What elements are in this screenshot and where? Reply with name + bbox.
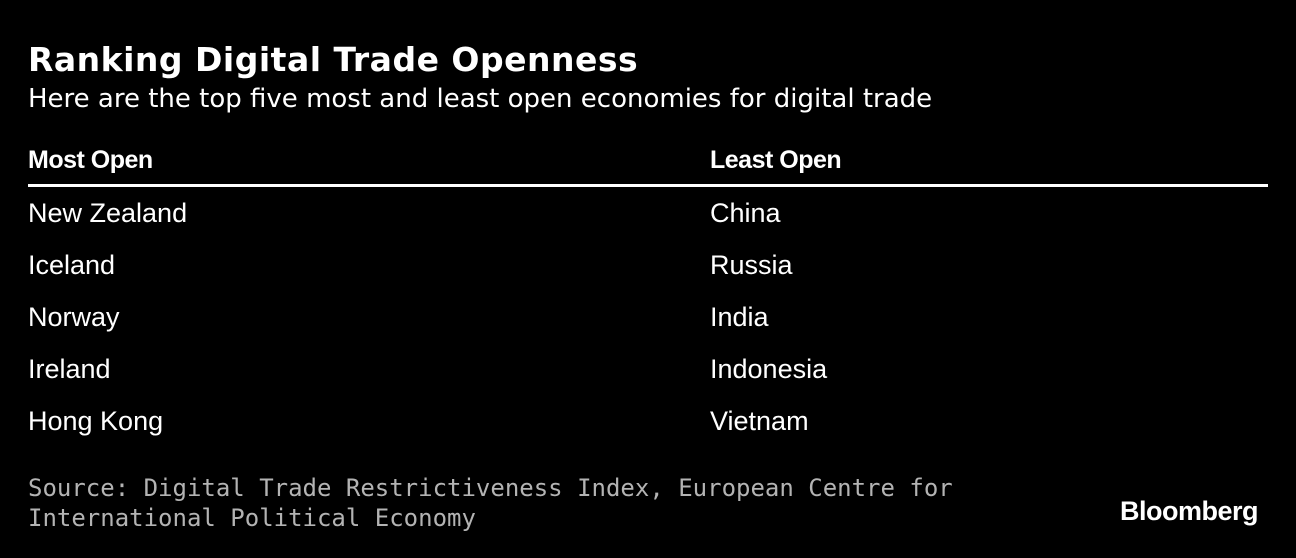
column-header-most-open: Most Open: [28, 145, 153, 174]
table-row: New Zealand China: [28, 187, 1268, 239]
most-open-cell: Iceland: [28, 249, 116, 280]
table-row: Hong Kong Vietnam: [28, 395, 1268, 447]
page-title: Ranking Digital Trade Openness: [28, 40, 639, 79]
column-header-least-open: Least Open: [710, 145, 842, 174]
least-open-cell: India: [710, 301, 769, 332]
source-note: Source: Digital Trade Restrictiveness In…: [28, 474, 953, 532]
ranking-table: Most Open Least Open New Zealand China I…: [28, 136, 1268, 447]
table-header: Most Open Least Open: [28, 136, 1268, 187]
most-open-cell: New Zealand: [28, 197, 188, 228]
least-open-cell: Indonesia: [710, 353, 828, 384]
least-open-cell: Russia: [710, 249, 793, 280]
page-subtitle: Here are the top five most and least ope…: [28, 84, 933, 114]
least-open-cell: Vietnam: [710, 405, 809, 436]
most-open-cell: Norway: [28, 301, 120, 332]
most-open-cell: Hong Kong: [28, 405, 164, 436]
table-row: Iceland Russia: [28, 239, 1268, 291]
least-open-cell: China: [710, 197, 781, 228]
table-row: Ireland Indonesia: [28, 343, 1268, 395]
most-open-cell: Ireland: [28, 353, 111, 384]
table-row: Norway India: [28, 291, 1268, 343]
bloomberg-logo: Bloomberg: [1119, 496, 1259, 526]
